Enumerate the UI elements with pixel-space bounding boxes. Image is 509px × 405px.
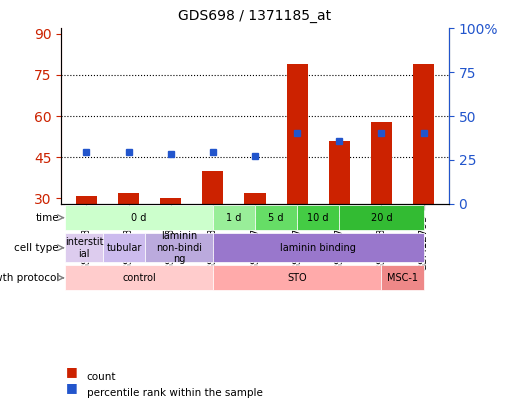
Text: laminin
non-bindi
ng: laminin non-bindi ng (156, 231, 202, 264)
Bar (76, 196, 97, 204)
Bar (286, 64, 307, 204)
FancyBboxPatch shape (338, 205, 422, 230)
Bar (328, 141, 349, 204)
Text: tubular: tubular (106, 243, 142, 253)
FancyBboxPatch shape (381, 265, 422, 290)
FancyBboxPatch shape (254, 205, 297, 230)
Text: STO: STO (287, 273, 306, 283)
Text: interstit
ial: interstit ial (65, 237, 103, 258)
FancyBboxPatch shape (103, 233, 145, 262)
FancyBboxPatch shape (145, 233, 212, 262)
Bar (160, 198, 181, 204)
Text: 10 d: 10 d (307, 213, 328, 223)
Text: cell type: cell type (14, 243, 59, 253)
FancyBboxPatch shape (65, 205, 212, 230)
FancyBboxPatch shape (212, 205, 254, 230)
Text: 0 d: 0 d (131, 213, 147, 223)
Text: count: count (87, 372, 116, 382)
Text: laminin binding: laminin binding (280, 243, 355, 253)
Text: 1 d: 1 d (226, 213, 241, 223)
FancyBboxPatch shape (65, 265, 212, 290)
Bar (244, 193, 265, 204)
Text: percentile rank within the sample: percentile rank within the sample (87, 388, 262, 398)
Bar (202, 171, 223, 204)
FancyBboxPatch shape (212, 265, 381, 290)
Text: time: time (36, 213, 59, 223)
FancyBboxPatch shape (65, 233, 103, 262)
Bar (370, 122, 391, 204)
Bar (412, 64, 433, 204)
FancyBboxPatch shape (212, 233, 422, 262)
Text: MSC-1: MSC-1 (386, 273, 417, 283)
FancyBboxPatch shape (297, 205, 338, 230)
Text: growth protocol: growth protocol (0, 273, 59, 283)
Text: control: control (122, 273, 156, 283)
Bar (118, 193, 139, 204)
Text: 5 d: 5 d (268, 213, 284, 223)
Title: GDS698 / 1371185_at: GDS698 / 1371185_at (178, 9, 331, 23)
Text: ■: ■ (66, 381, 78, 394)
Text: 20 d: 20 d (370, 213, 391, 223)
Text: ■: ■ (66, 364, 78, 377)
